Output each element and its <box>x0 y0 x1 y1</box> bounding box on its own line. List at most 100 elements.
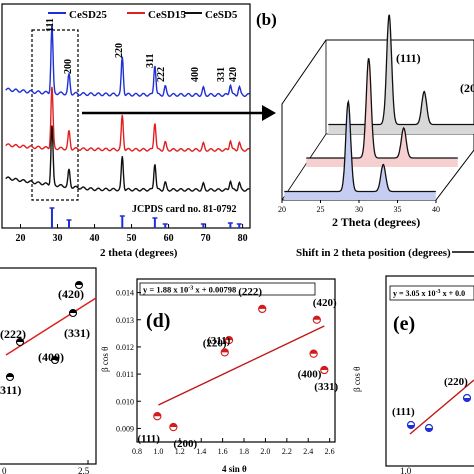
panel-d-x-tick-label: 2.0 <box>260 447 270 456</box>
jcpds-label: JCPDS card no. 81-0792 <box>132 204 236 215</box>
panel-d-point-fill <box>169 423 177 428</box>
panel-b-x-ticks: 20 25 30 35 40 <box>278 200 440 214</box>
panel-c-tick-0: 0 <box>2 466 7 474</box>
panel-e: y = 3.05 x 10-3 x + 0.0 (e) β cos θ (111… <box>352 275 474 474</box>
panel-b-floor-edge <box>281 133 327 201</box>
panel-b-x-tick-label: 20 <box>278 205 286 214</box>
panel-b-x-label: 2 Theta (degrees) <box>332 215 420 229</box>
panel-e-fit-line <box>409 379 474 435</box>
panel-d-point-fill <box>258 305 266 309</box>
panel-a-x-tick-label: 80 <box>238 233 248 244</box>
panel-d-x-tick-label: 1.4 <box>196 447 206 456</box>
panel-b-label: (b) <box>256 10 277 29</box>
panel-a-x-tick-label: 30 <box>53 233 63 244</box>
panel-d-points: (111) (200) (220)(311) (222) (420) (400)(331) <box>137 286 338 450</box>
panel-c-label-222: (222) <box>0 327 26 341</box>
panel-d-x-tick-label: 1.0 <box>153 447 163 456</box>
peak-label-311: 311 <box>145 54 156 68</box>
panel-e-point-200-fill <box>425 428 433 432</box>
panel-b-cesd25 <box>284 99 436 193</box>
selection-box <box>31 29 79 201</box>
xrd-pattern-cesd5 <box>5 125 250 192</box>
panel-d-y-tick-label: 0.009 <box>116 424 134 433</box>
panel-b-box <box>281 39 474 201</box>
panel-c-tick-2-5: 2.5 <box>78 466 90 474</box>
reference-sticks <box>49 207 242 228</box>
panel-d-x-tick-label: 0.8 <box>132 447 142 456</box>
panel-b-peak-111: (111) <box>396 51 421 65</box>
panel-d-label: (d) <box>146 310 170 332</box>
peak-label-331: 331 <box>216 67 227 82</box>
panel-b-cesd15 <box>306 57 458 159</box>
panel-d-y-tick-label: 0.012 <box>116 343 134 352</box>
panel-b-x-tick-label: 40 <box>432 205 440 214</box>
panel-c-point-fill <box>75 281 83 285</box>
panel-d-point-fill <box>313 316 321 320</box>
panel-d-y-tick-label: 0.014 <box>116 289 134 298</box>
panel-d-x-tick-label: 1.6 <box>218 447 228 456</box>
panel-d-point-label: (311) <box>207 335 231 347</box>
peak-label-400: 400 <box>190 67 201 82</box>
panel-d-point-label: (400) <box>298 369 322 381</box>
panel-b-x-tick-label: 25 <box>317 205 325 214</box>
panel-b-caption: Shift in 2 theta position (degrees) <box>296 247 451 259</box>
panel-c: (420) (222) (400) (331) 311) 0 2.5 <box>0 267 97 474</box>
panel-d-point-label: (200) <box>173 438 197 450</box>
panel-b-cesd5 <box>328 14 474 126</box>
panel-d-equation-box <box>139 282 316 296</box>
panel-d-point-fill <box>309 350 318 354</box>
panel-a-x-tick-label: 70 <box>201 233 211 244</box>
panel-d-point-fill <box>221 348 229 353</box>
panel-a-x-tick-label: 50 <box>127 233 137 244</box>
panel-e-frame <box>385 275 474 467</box>
panel-c-points <box>5 280 84 382</box>
peak-label-111: 111 <box>45 18 56 32</box>
panel-d-x-tick-label: 1.8 <box>239 447 249 456</box>
panel-e-label-220: (220) <box>444 376 468 388</box>
panel-d-point-label: (420) <box>313 297 337 309</box>
panel-c-frame <box>0 267 97 465</box>
panel-d-x-tick-label: 1.2 <box>175 447 185 456</box>
panel-d-frame <box>136 278 336 443</box>
panel-d-x-label: 4 sin θ <box>222 464 247 474</box>
panel-a-x-tick-label: 20 <box>16 233 26 244</box>
panel-e-tick-1: 1.0 <box>400 466 412 474</box>
xrd-pattern-cesd15 <box>5 86 250 152</box>
panel-d-x-tick-label: 2.4 <box>303 447 313 456</box>
panel-d-y-tick-label: 0.011 <box>116 370 134 379</box>
panel-c-point-fill <box>51 356 59 360</box>
panel-d-x-ticks: 0.8 1.0 1.2 1.4 1.6 1.8 2.0 2.2 2.4 2.6 <box>132 438 335 456</box>
panel-c-label-311: 311) <box>0 383 21 397</box>
peak-label-200: 200 <box>63 59 74 74</box>
panel-d-y-ticks: 0.009 0.010 0.011 0.012 0.013 0.014 <box>116 289 141 433</box>
panel-b: (b) (111) (20 20 25 30 35 40 2 Theta (degree… <box>256 10 474 259</box>
panel-c-label-331: (331) <box>64 326 90 340</box>
xrd-pattern-cesd25 <box>5 25 250 98</box>
panel-d-y-tick-label: 0.013 <box>116 316 134 325</box>
panel-d-x-tick-label: 2.6 <box>325 447 335 456</box>
panel-d-point-label: (222) <box>238 286 262 298</box>
panel-d-x-tick-label: 2.2 <box>282 447 292 456</box>
panel-a-frame <box>1 3 251 229</box>
panel-a-x-tick-label: 40 <box>90 233 100 244</box>
panel-c-point-fill <box>16 338 24 342</box>
panel-e-equation: y = 3.05 x 10-3 x + 0.0 <box>393 289 465 298</box>
panel-b-cesd15-fill <box>306 58 458 168</box>
legend-cesd15: CeSD15 <box>148 9 186 21</box>
legend-cesd25: CeSD25 <box>69 9 107 21</box>
panel-d-point-label: (220) <box>203 337 227 349</box>
panel-d-equation: y = 1.88 x 10-3 x + 0.00798 <box>143 285 236 295</box>
panel-e-point-111-fill <box>407 425 415 429</box>
panel-c-label-400: (400) <box>38 350 64 364</box>
panel-b-x-tick-label: 35 <box>394 205 402 214</box>
panel-e-equation-box <box>389 285 474 301</box>
panel-e-label-111: (111) <box>392 406 415 418</box>
panel-a-x-label: 2 theta (degrees) <box>100 247 178 259</box>
panel-b-x-tick-label: 30 <box>355 205 363 214</box>
legend-cesd5: CeSD5 <box>205 9 238 21</box>
panel-d-point-label: (111) <box>137 433 160 445</box>
panel-d-y-label: β cos θ <box>100 347 110 372</box>
peak-label-420: 420 <box>228 67 239 82</box>
panel-e-label: (e) <box>393 313 415 335</box>
